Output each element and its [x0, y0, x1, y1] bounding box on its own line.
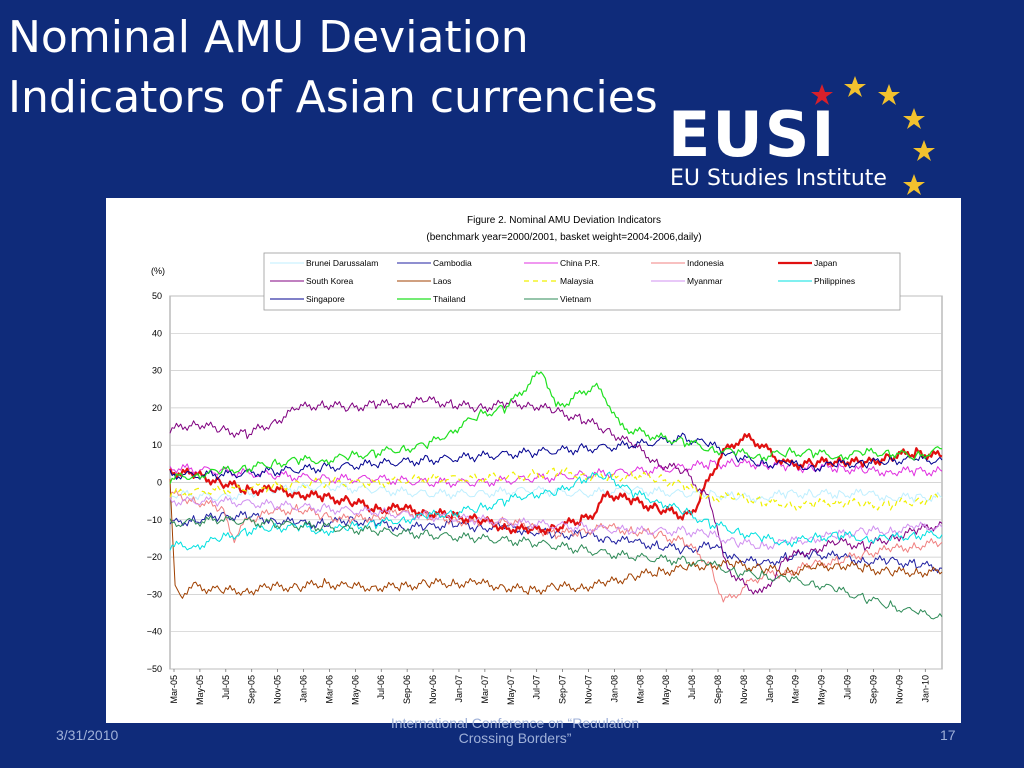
x-tick-label: May-06	[350, 675, 360, 705]
y-tick-label: 50	[152, 291, 162, 301]
y-tick-label: 40	[152, 328, 162, 338]
x-tick-label: May-09	[817, 675, 827, 705]
x-tick-label: Jan-06	[299, 675, 309, 703]
legend-label: Thailand	[433, 294, 466, 304]
chart-panel: Figure 2. Nominal AMU Deviation Indicato…	[106, 198, 961, 723]
x-tick-label: May-05	[195, 675, 205, 705]
y-tick-label: 10	[152, 440, 162, 450]
y-tick-label: −40	[147, 627, 162, 637]
x-tick-label: May-08	[661, 675, 671, 705]
slide-title: Nominal AMU Deviation Indicators of Asia…	[8, 8, 708, 128]
series-line-malaysia	[169, 467, 943, 511]
axes: 50 40 30 20 10 0 −10 −20 −30 −40 −50 Mar-05 May-05 Ju…	[147, 291, 931, 705]
legend-label: China P.R.	[560, 258, 600, 268]
legend-label: Philippines	[814, 276, 855, 286]
x-tick-label: May-07	[506, 675, 516, 705]
x-tick-label: Jul-08	[687, 675, 697, 700]
legend-label: Brunei Darussalam	[306, 258, 378, 268]
series-line-south-korea	[169, 396, 943, 595]
slide-title-line1: Nominal AMU Deviation	[8, 12, 529, 63]
x-tick-label: Jul-06	[376, 675, 386, 700]
chart-title: Figure 2. Nominal AMU Deviation Indicato…	[467, 215, 661, 226]
y-tick-label: 0	[157, 478, 162, 488]
chart-subtitle: (benchmark year=2000/2001, basket weight…	[426, 232, 701, 243]
legend-label: South Korea	[306, 276, 354, 286]
logo-subtitle: EU Studies Institute	[670, 166, 887, 191]
x-tick-label: Mar-06	[324, 675, 334, 704]
series-line-indonesia	[169, 490, 943, 603]
page-number: 17	[940, 727, 956, 743]
legend-label: Laos	[433, 276, 451, 286]
footer-date: 3/31/2010	[56, 727, 119, 743]
x-tick-label: Jul-09	[843, 675, 853, 700]
x-tick-label: Sep-05	[247, 675, 257, 704]
x-tick-label: Sep-08	[713, 675, 723, 704]
y-tick-label: −50	[147, 664, 162, 674]
y-tick-label: −30	[147, 589, 162, 599]
series-line-singapore	[169, 432, 943, 481]
x-tick-label: Jul-07	[532, 675, 542, 700]
legend-label: Vietnam	[560, 294, 591, 304]
x-tick-label: Jul-05	[221, 675, 231, 700]
x-tick-label: Sep-06	[402, 675, 412, 704]
legend-label: Singapore	[306, 294, 345, 304]
series-line-japan	[168, 432, 943, 536]
y-tick-label: 20	[152, 403, 162, 413]
x-tick-label: Jan-09	[765, 675, 775, 703]
legend-label: Malaysia	[560, 276, 594, 286]
logo-text: EUSI	[668, 98, 837, 171]
footer-conference: International Conference on “Regulation …	[350, 714, 680, 748]
footer-line1: International Conference on “Regulation	[390, 716, 640, 728]
x-tick-label: Mar-09	[791, 675, 801, 704]
star-gold	[913, 140, 935, 161]
star-gold	[903, 174, 925, 195]
x-tick-label: Nov-06	[428, 675, 438, 704]
eu-stars-icon	[811, 76, 935, 195]
line-chart: Figure 2. Nominal AMU Deviation Indicato…	[147, 215, 943, 705]
x-tick-label: Nov-07	[583, 675, 593, 704]
series-lines	[168, 371, 943, 620]
y-tick-label: 30	[152, 366, 162, 376]
x-tick-label: Jan-08	[609, 675, 619, 703]
series-line-thailand	[169, 371, 943, 484]
star-red	[811, 84, 833, 105]
x-tick-label: Jan-10	[920, 675, 930, 703]
star-gold	[844, 76, 866, 97]
x-tick-label: Nov-08	[739, 675, 749, 704]
legend-label: Japan	[814, 258, 837, 268]
x-tick-label: Jan-07	[454, 675, 464, 703]
x-tick-label: Sep-09	[868, 675, 878, 704]
series-line-brunei-darussalam	[169, 482, 943, 503]
x-tick-label: Mar-07	[480, 675, 490, 704]
x-tick-label: Nov-09	[894, 675, 904, 704]
y-tick-label: −10	[147, 515, 162, 525]
star-gold	[878, 84, 900, 105]
star-gold	[903, 108, 925, 129]
series-line-laos	[169, 478, 943, 599]
legend: Brunei Darussalam Cambodia China P.R. Indon…	[263, 252, 901, 311]
y-tick-label: −20	[147, 552, 162, 562]
footer-line2: Crossing Borders”	[458, 730, 572, 746]
series-line-philippines	[169, 471, 943, 551]
grid	[169, 295, 943, 670]
x-tick-label: Mar-08	[635, 675, 645, 704]
x-tick-label: Nov-05	[273, 675, 283, 704]
series-line-cambodia	[169, 510, 943, 574]
legend-label: Cambodia	[433, 258, 472, 268]
series-line-vietnam	[169, 515, 943, 620]
y-axis-label: (%)	[151, 266, 165, 276]
x-tick-label: Mar-05	[169, 675, 179, 704]
legend-label: Myanmar	[687, 276, 723, 286]
legend-label: Indonesia	[687, 258, 724, 268]
eusi-logo: EUSI EU Studies Institute	[660, 70, 950, 200]
x-tick-label: Sep-07	[558, 675, 568, 704]
slide-title-line2: Indicators of Asian currencies	[8, 72, 658, 123]
